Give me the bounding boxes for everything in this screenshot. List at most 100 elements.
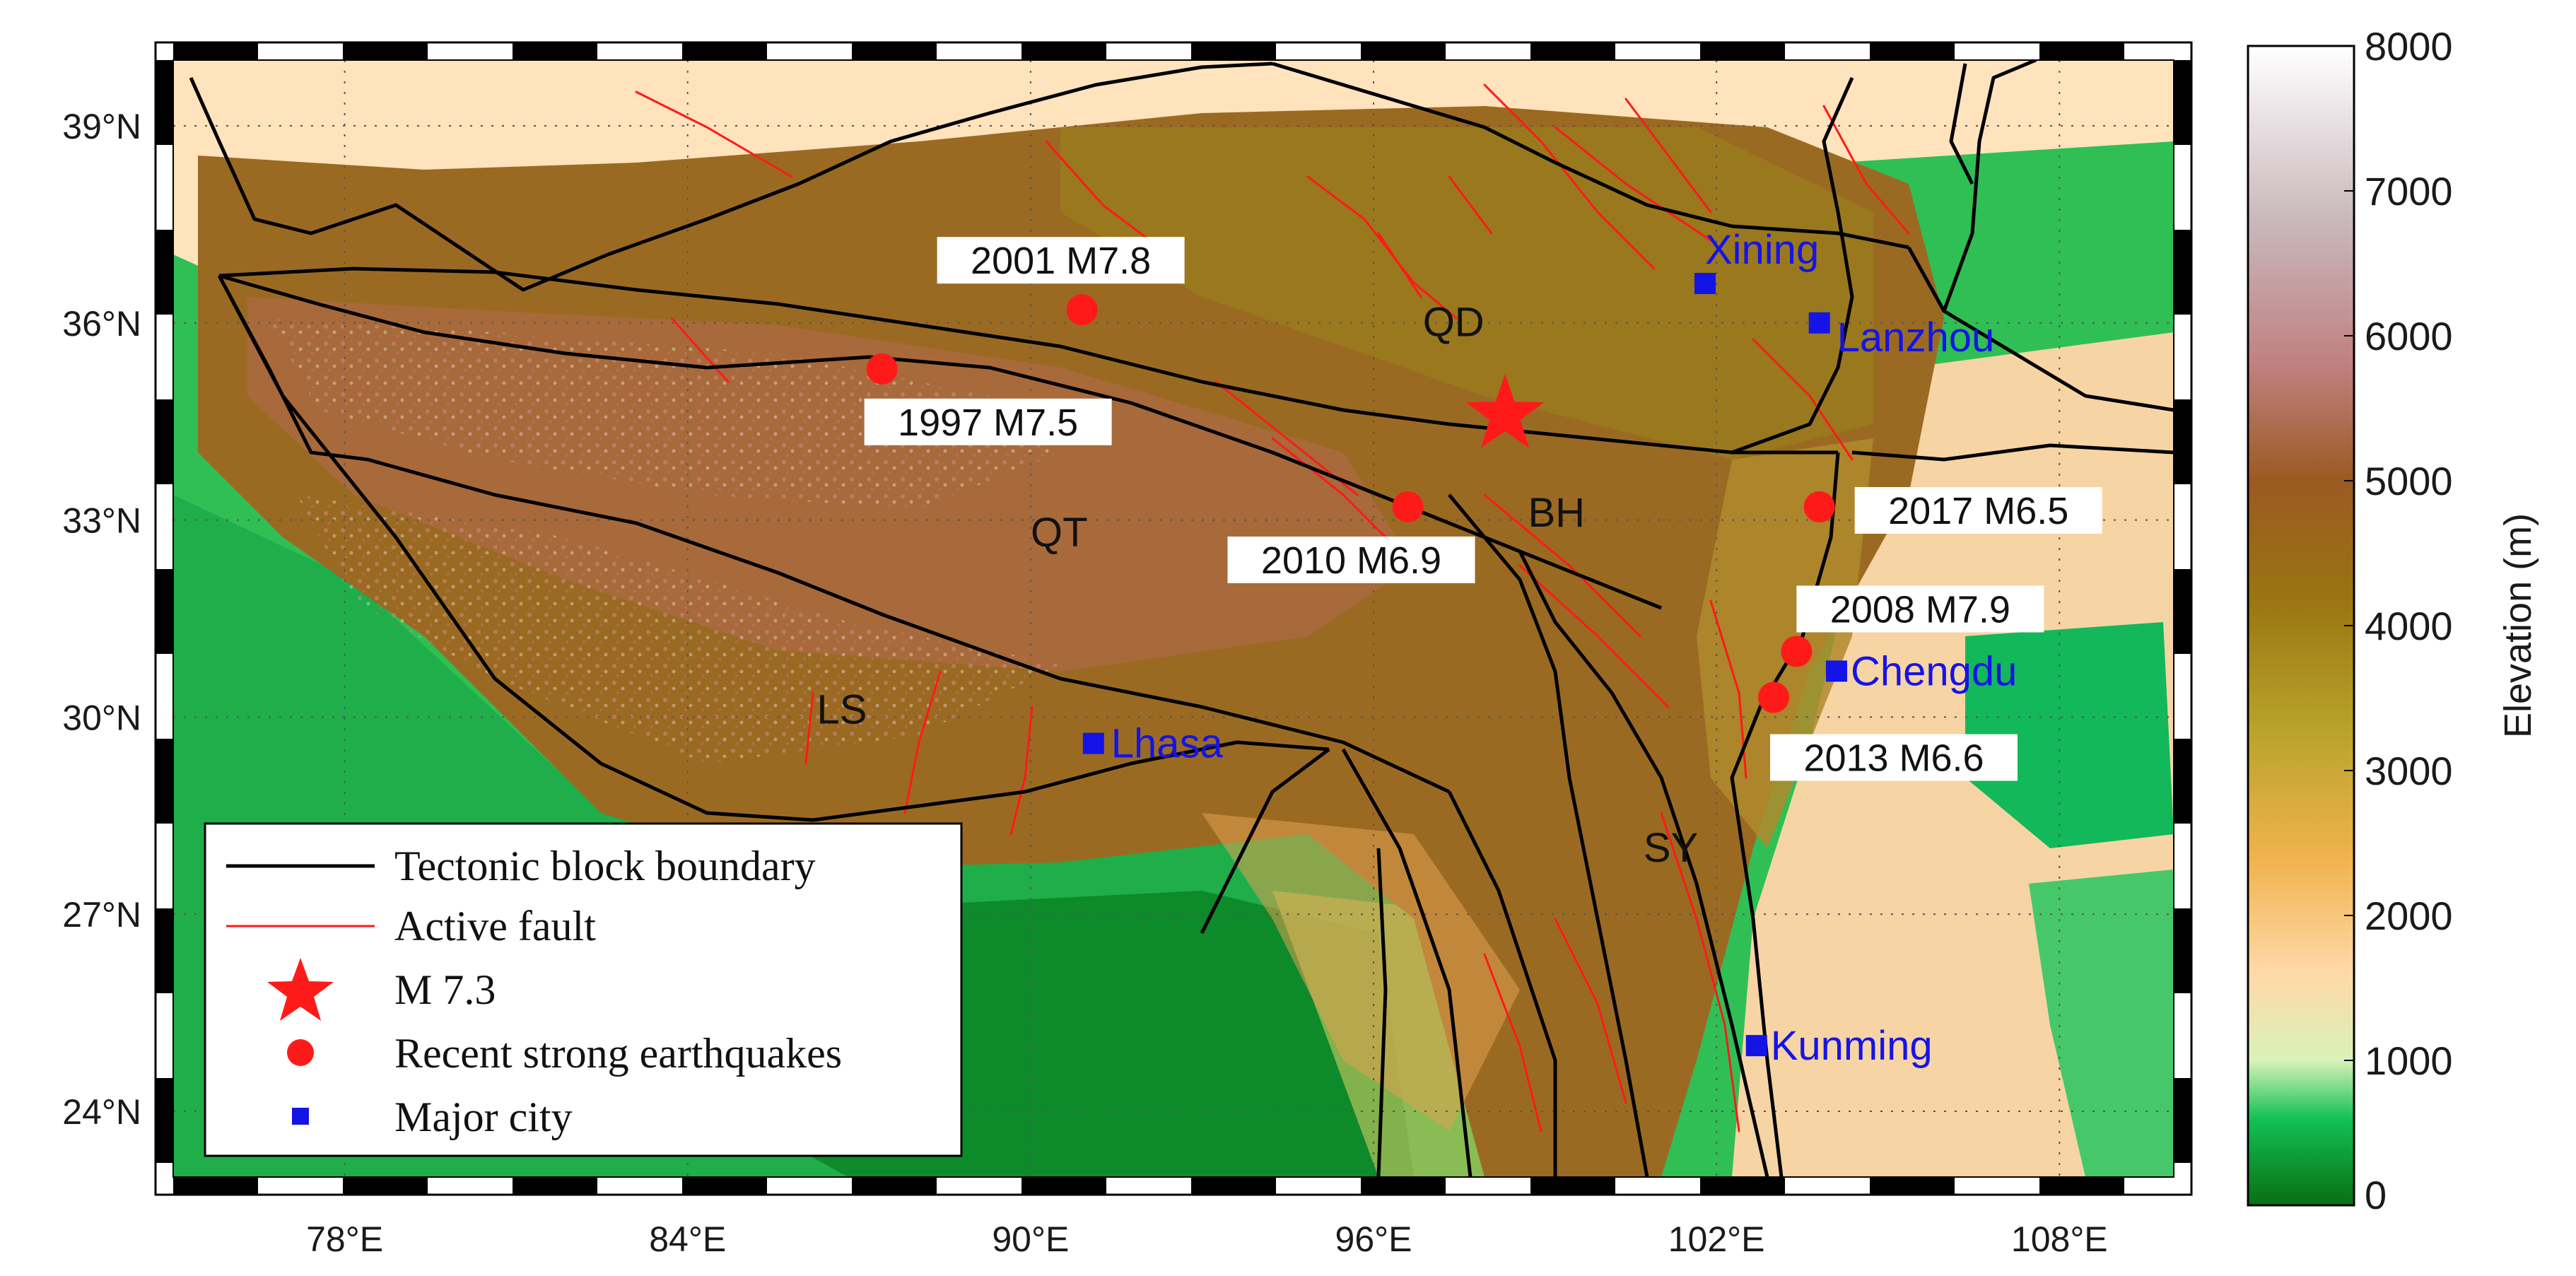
lat-tick-label: 39°N — [62, 107, 141, 146]
frame-segment — [2174, 60, 2191, 145]
city-square — [1745, 1035, 1767, 1057]
lon-tick-label: 108°E — [2011, 1219, 2108, 1259]
frame-segment — [2039, 42, 2124, 60]
frame-segment — [1530, 42, 1615, 60]
frame-segment — [156, 739, 173, 824]
earthquake-marker: 2010 M6.9 — [1227, 491, 1475, 583]
earthquake-label: 2001 M7.8 — [971, 240, 1151, 282]
city-label: Kunming — [1771, 1023, 1933, 1069]
frame-segment — [1870, 1177, 1955, 1195]
frame-segment — [513, 1177, 597, 1195]
earthquake-label: 2017 M6.5 — [1888, 490, 2068, 532]
frame-segment — [156, 1163, 173, 1177]
frame-segment — [682, 1177, 767, 1195]
earthquake-marker: 2017 M6.5 — [1803, 487, 2102, 534]
frame-segment — [2174, 484, 2191, 569]
frame-segment — [2174, 654, 2191, 739]
frame-segment — [2174, 993, 2191, 1078]
frame-segment — [2174, 1163, 2191, 1177]
lon-tick-label: 90°E — [992, 1219, 1069, 1259]
earthquake-marker: 2013 M6.6 — [1758, 681, 2018, 781]
frame-segment — [1530, 1177, 1615, 1195]
earthquake-dot — [1066, 294, 1098, 326]
earthquake-label-box — [1854, 487, 2102, 534]
frame-segment — [513, 42, 597, 60]
lat-tick-label: 24°N — [62, 1092, 141, 1132]
frame-outline — [154, 41, 2193, 1196]
city-label: Lhasa — [1111, 721, 1224, 767]
block-label: QD — [1423, 299, 1485, 345]
earthquake-label: 2008 M7.9 — [1830, 588, 2010, 631]
frame-segment — [1106, 42, 1191, 60]
frame-segment — [173, 42, 258, 60]
frame-segment — [173, 1177, 258, 1195]
frame-segment — [937, 42, 1021, 60]
colorbar-tick-label: 1000 — [2365, 1038, 2453, 1083]
block-boundaries — [189, 60, 2174, 1177]
frame-segment — [1615, 1177, 1700, 1195]
elevation-colorbar: 8000 7000 6000 5000 4000 3000 2000 1000 0 Elevat… — [2247, 24, 2539, 1217]
frame-segment — [156, 399, 173, 484]
block-label: LS — [817, 687, 867, 733]
colorbar-tick-label: 3000 — [2365, 749, 2453, 793]
colorbar-tick-label: 4000 — [2365, 604, 2453, 648]
frame-segment — [156, 315, 173, 399]
earthquake-label: 2010 M6.9 — [1261, 539, 1441, 582]
colorbar-tick-label: 0 — [2365, 1173, 2387, 1217]
frame-segment — [1446, 42, 1530, 60]
city-marker: Lhasa — [1082, 721, 1224, 767]
legend-fault-label: Active fault — [394, 903, 596, 949]
lat-tick-label: 33°N — [62, 501, 141, 541]
lat-tick-label: 27°N — [62, 895, 141, 935]
frame-segment — [156, 60, 173, 145]
colorbar-tick-label: 7000 — [2365, 169, 2453, 213]
lat-tick-label: 36°N — [62, 304, 141, 344]
frame-segment — [156, 908, 173, 993]
colorbar-tick-label: 5000 — [2365, 459, 2453, 503]
earthquake-dot — [1781, 636, 1813, 667]
frame-segment — [1446, 1177, 1530, 1195]
lon-tick-label: 84°E — [649, 1219, 726, 1259]
earthquake-marker: 2001 M7.8 — [937, 237, 1185, 326]
frame-segment — [1191, 42, 1276, 60]
earthquake-label-box — [1227, 537, 1475, 583]
frame-segment — [2174, 315, 2191, 399]
legend-quake-icon — [287, 1039, 314, 1066]
city-marker: Chengdu — [1825, 648, 2017, 694]
frame-segment — [156, 654, 173, 739]
city-label: Lanzhou — [1837, 315, 1995, 361]
frame-segment — [2174, 824, 2191, 908]
frame-segment — [1700, 42, 1785, 60]
frame-segment — [937, 1177, 1021, 1195]
frame-segment — [2124, 1177, 2174, 1195]
frame-segment — [2124, 42, 2174, 60]
frame-segment — [2174, 399, 2191, 484]
frame-segment — [682, 42, 767, 60]
frame-segment — [1276, 42, 1361, 60]
colorbar-tick-label: 6000 — [2365, 314, 2453, 358]
frame-segment — [852, 1177, 937, 1195]
frame-segment — [1021, 1177, 1106, 1195]
frame-segment — [767, 42, 852, 60]
earthquake-label-box — [1770, 734, 2018, 781]
city-marker: Lanzhou — [1808, 312, 1995, 361]
active-faults — [635, 83, 1910, 1132]
frame-segment — [1785, 42, 1870, 60]
latitude-tick-labels: 39°N 36°N 33°N 30°N 27°N 24°N — [62, 107, 141, 1132]
legend-city-label: Major city — [394, 1094, 573, 1140]
frame-segment — [1106, 1177, 1191, 1195]
colorbar-tick-label: 8000 — [2365, 24, 2453, 69]
frame-segment — [2039, 1177, 2124, 1195]
colorbar-title: Elevation (m) — [2497, 513, 2539, 738]
frame-segment — [1361, 42, 1446, 60]
legend-star-label: M 7.3 — [394, 966, 496, 1013]
lon-tick-label: 78°E — [306, 1219, 383, 1259]
frame-segment — [258, 42, 343, 60]
city-marker: Xining — [1694, 227, 1819, 294]
frame-segment — [597, 42, 682, 60]
frame-segment — [156, 230, 173, 315]
recent-earthquakes: 2001 M7.8 1997 M7.5 2010 M6.9 2017 M6.5 2008… — [864, 237, 2102, 781]
earthquake-label: 2013 M6.6 — [1803, 737, 1984, 780]
earthquake-label-box — [937, 237, 1185, 284]
